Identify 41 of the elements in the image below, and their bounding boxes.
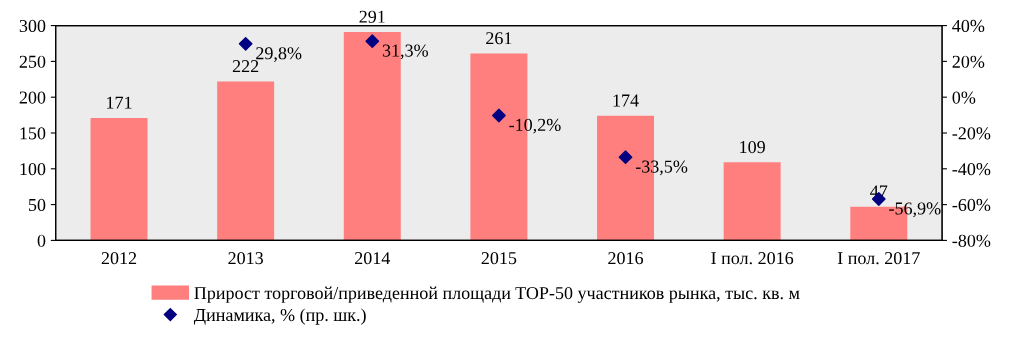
legend-label: Динамика, % (пр. шк.) xyxy=(193,308,366,325)
y-tick-label: 200 xyxy=(19,91,46,104)
data-label: -10,2% xyxy=(509,118,561,134)
data-label: 171 xyxy=(107,96,132,109)
y-tick-label: 0 xyxy=(37,234,46,247)
point xyxy=(238,36,253,51)
data-label: -56,9% xyxy=(889,202,941,218)
y-tick-label: 100 xyxy=(20,163,46,176)
data-label: -33,5% xyxy=(635,160,688,176)
x-tick-label: 2012 xyxy=(101,252,137,265)
bar xyxy=(90,117,148,241)
legend-label: Прирост торговой/приведенной площади TOP-50 участников рынка, тыс. кв. м xyxy=(194,286,800,303)
y-tick-label: 250 xyxy=(19,55,46,68)
data-label: 109 xyxy=(740,140,765,154)
point xyxy=(365,34,380,49)
x-tick-label: 2016 xyxy=(608,252,644,265)
x-tick-label: 2014 xyxy=(355,252,391,265)
point xyxy=(491,108,506,123)
bar xyxy=(217,81,275,241)
y-tick-label: 50 xyxy=(28,198,46,212)
y2-tick-label: 0% xyxy=(952,91,976,104)
y2-tick-label: -80% xyxy=(952,234,991,247)
bar xyxy=(723,162,781,241)
data-label: 222 xyxy=(232,60,259,73)
y-tick-label: 150 xyxy=(20,127,46,140)
data-label: 29,8% xyxy=(256,47,302,62)
x-tick-label: I пол. 2016 xyxy=(711,252,794,265)
y2-tick-label: 40% xyxy=(952,19,985,33)
data-label: 261 xyxy=(486,32,512,45)
y-tick-label: 300 xyxy=(19,19,46,33)
point xyxy=(618,150,633,165)
x-tick-label: 2015 xyxy=(481,252,517,265)
y2-tick-label: -60% xyxy=(952,198,991,212)
x-tick-label: 2013 xyxy=(228,252,263,265)
data-label: 174 xyxy=(613,94,639,107)
x-tick-label: I пол. 2017 xyxy=(837,252,920,265)
data-label: 291 xyxy=(359,10,385,23)
y2-tick-label: -20% xyxy=(952,127,991,140)
data-label: 31,3% xyxy=(382,44,429,60)
y2-tick-label: 20% xyxy=(952,55,985,68)
y2-tick-label: -40% xyxy=(952,163,991,176)
